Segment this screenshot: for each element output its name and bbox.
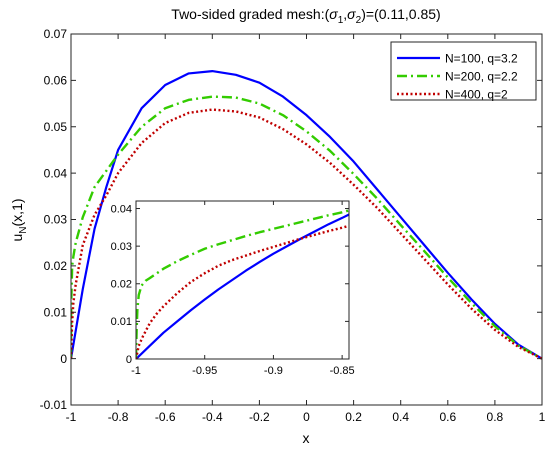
inset-series-line-3 (136, 224, 349, 359)
inset-x-tick-label: -0.85 (330, 365, 355, 377)
main-y-tick-label: 0.01 (44, 305, 68, 319)
y-label-rest: (x,1) (9, 198, 25, 226)
title-sub-2: 2 (356, 15, 362, 26)
title-sigma-2: σ (347, 6, 356, 22)
inset-y-tick-label: 0.02 (111, 279, 132, 291)
legend-label-3: N=400, q=2 (445, 88, 508, 102)
inset-y-tick-label: 0 (126, 354, 132, 366)
title-prefix: Two-sided graded mesh:( (171, 6, 329, 22)
title-sigma-1: σ (329, 6, 338, 22)
inset-axes-frame (135, 200, 350, 360)
main-x-ticks: -1 -0.8 -0.6 -0.4 -0.2 0 0.2 0.4 0.6 0.8 1 (66, 34, 546, 424)
title-sub-1: 1 (338, 15, 344, 26)
main-x-tick-label: 1 (539, 410, 546, 424)
inset-series-line-2 (136, 209, 349, 359)
inset-axes: -1 -0.95 -0.9 -0.85 0 0.01 0.02 0.03 0.04 (111, 200, 355, 377)
y-axis-label: uN(x,1) (9, 198, 29, 241)
y-label-sub: N (18, 226, 29, 233)
legend-box (390, 41, 537, 101)
main-y-tick-label: 0.03 (44, 213, 68, 227)
main-y-tick-label: 0 (60, 352, 67, 366)
main-y-tick-label: 0.02 (44, 259, 68, 273)
inset-series-group (136, 209, 349, 359)
main-series-line-3 (71, 108, 542, 360)
main-x-tick-label: 0 (303, 410, 310, 424)
main-x-tick-label: 0.4 (392, 410, 409, 424)
main-y-tick-label: 0.07 (44, 27, 68, 41)
inset-plot-area (136, 201, 349, 359)
main-y-ticks: -0.01 0 0.01 0.02 0.03 0.04 0.05 0.06 0.07 (40, 27, 542, 412)
title-comma: , (343, 6, 347, 22)
inset-y-ticks: 0 0.01 0.02 0.03 0.04 (111, 203, 349, 366)
inset-x-tick-label: -0.9 (264, 365, 283, 377)
main-series-line-2 (71, 95, 542, 360)
legend-label-2: N=200, q=2.2 (445, 70, 518, 84)
main-x-tick-label: -1 (66, 410, 77, 424)
y-label-main: u (9, 234, 25, 242)
legend-label-1: N=100, q=3.2 (445, 52, 518, 66)
main-x-tick-label: 0.8 (487, 410, 504, 424)
inset-x-tick-label: -0.95 (192, 365, 217, 377)
legend: N=100, q=3.2 N=200, q=2.2 N=400, q=2 (390, 41, 537, 102)
main-y-tick-label: 0.06 (44, 74, 68, 88)
main-y-tick-label: 0.04 (44, 166, 68, 180)
inset-y-tick-label: 0.03 (111, 241, 132, 253)
inset-series-line-1 (136, 213, 349, 359)
inset-y-tick-label: 0.01 (111, 316, 132, 328)
title-suffix: )=(0.11,0.85) (361, 6, 441, 22)
main-y-tick-label: -0.01 (40, 398, 68, 412)
main-x-tick-label: -0.6 (155, 410, 176, 424)
main-x-tick-label: 0.6 (439, 410, 456, 424)
main-x-tick-label: -0.2 (249, 410, 270, 424)
main-x-tick-label: -0.4 (202, 410, 223, 424)
main-x-tick-label: -0.8 (108, 410, 129, 424)
chart-title: Two-sided graded mesh:(σ1,σ2)=(0.11,0.85… (171, 6, 440, 26)
main-y-tick-label: 0.05 (44, 120, 68, 134)
main-series-group (71, 69, 542, 360)
x-axis-label: x (303, 430, 310, 446)
main-series-line-1 (71, 69, 542, 360)
inset-x-tick-label: -1 (131, 365, 141, 377)
inset-y-tick-label: 0.04 (111, 203, 132, 215)
inset-x-ticks: -1 -0.95 -0.9 -0.85 (131, 201, 355, 377)
main-x-tick-label: 0.2 (345, 410, 362, 424)
